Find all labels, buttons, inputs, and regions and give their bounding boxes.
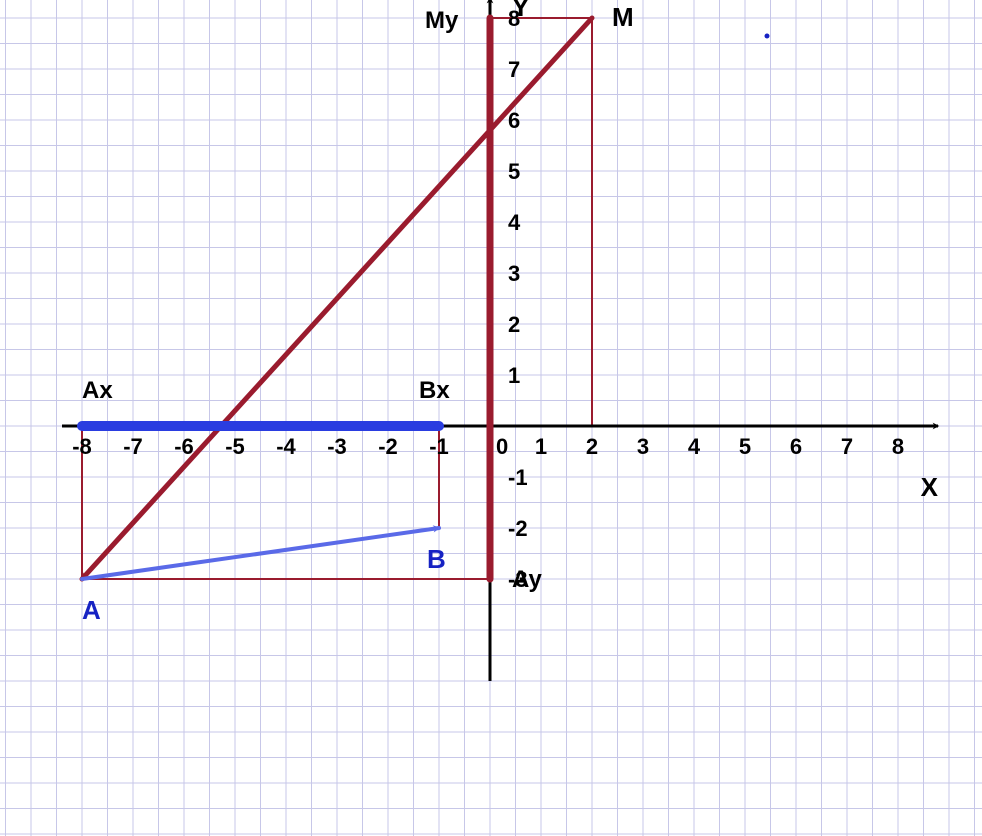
label-My: My xyxy=(425,7,459,34)
stray-dot xyxy=(765,34,770,39)
y-tick-label: 5 xyxy=(508,159,520,184)
x-tick-label: 5 xyxy=(739,434,751,459)
y-tick-label: 3 xyxy=(508,261,520,286)
y-tick-label: 1 xyxy=(508,363,520,388)
x-tick-label: -5 xyxy=(225,434,245,459)
x-tick-label: -7 xyxy=(123,434,143,459)
x-tick-label: 6 xyxy=(790,434,802,459)
x-tick-label: -6 xyxy=(174,434,194,459)
y-tick-label: 2 xyxy=(508,312,520,337)
label-B: B xyxy=(427,544,446,574)
label-Bx: Bx xyxy=(419,377,450,404)
vector-coordinate-chart: XY-8-7-6-5-4-3-2-11234567812345678-1-2-3… xyxy=(0,0,982,836)
y-tick-label: 7 xyxy=(508,57,520,82)
x-tick-label: -8 xyxy=(72,434,92,459)
x-tick-label: 7 xyxy=(841,434,853,459)
x-tick-label: -3 xyxy=(327,434,347,459)
label-A: A xyxy=(82,595,101,625)
x-tick-label: -1 xyxy=(429,434,449,459)
x-tick-label: 3 xyxy=(637,434,649,459)
label-M: M xyxy=(612,2,634,32)
y-tick-label: 4 xyxy=(508,210,521,235)
x-tick-label: 8 xyxy=(892,434,904,459)
x-axis-label: X xyxy=(921,472,939,502)
x-tick-label: 2 xyxy=(586,434,598,459)
x-tick-label: -2 xyxy=(378,434,398,459)
label-Ay: Ay xyxy=(512,566,542,593)
y-tick-label: -1 xyxy=(508,465,528,490)
label-Ax: Ax xyxy=(82,377,113,404)
origin-label: 0 xyxy=(496,434,508,459)
x-tick-label: 1 xyxy=(535,434,547,459)
y-tick-label: -2 xyxy=(508,516,528,541)
x-tick-label: 4 xyxy=(688,434,701,459)
y-tick-label: 8 xyxy=(508,6,520,31)
x-tick-label: -4 xyxy=(276,434,296,459)
